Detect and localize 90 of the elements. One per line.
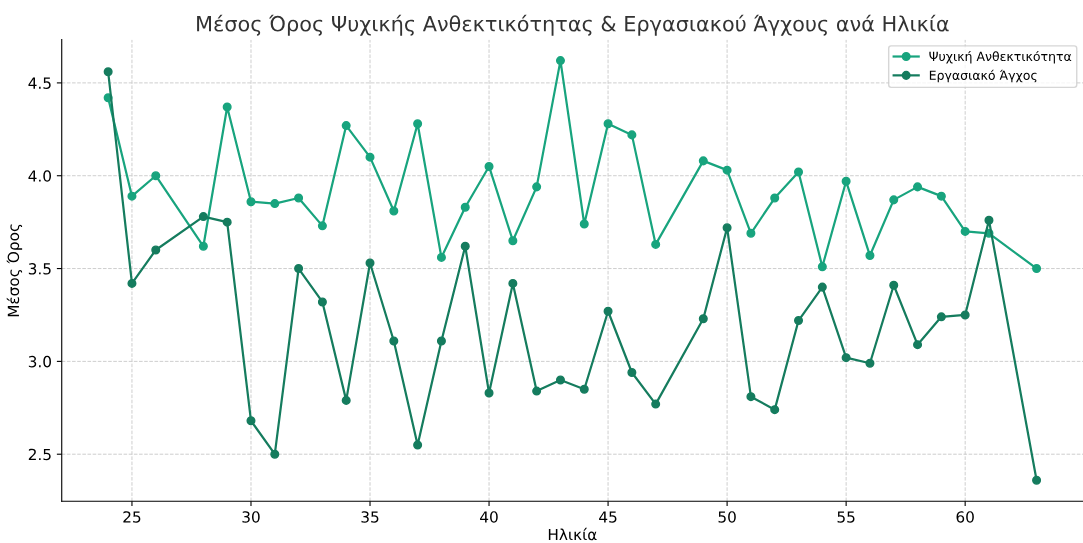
point xyxy=(151,245,161,255)
point xyxy=(555,56,565,66)
point xyxy=(246,197,256,207)
point xyxy=(960,226,970,236)
y-axis-title: Μέσος Όρος xyxy=(6,224,23,317)
point xyxy=(579,219,589,229)
point xyxy=(151,171,161,181)
point xyxy=(817,262,827,272)
point xyxy=(484,161,494,171)
point xyxy=(365,258,375,268)
point xyxy=(603,119,613,129)
point xyxy=(460,202,470,212)
point xyxy=(365,152,375,162)
point xyxy=(1032,264,1042,274)
point xyxy=(222,217,232,227)
point xyxy=(127,191,137,201)
point xyxy=(627,130,637,140)
point xyxy=(841,353,851,363)
point xyxy=(484,388,494,398)
x-tick-label: 30 xyxy=(242,511,260,523)
point xyxy=(413,440,423,450)
point xyxy=(865,358,875,368)
point xyxy=(913,340,923,350)
point xyxy=(246,416,256,426)
chart-title: Μέσος Όρος Ψυχικής Ανθεκτικότητας & Εργασιακού Άγχους ανά Ηλικία xyxy=(197,14,949,36)
point xyxy=(198,212,208,222)
point xyxy=(317,297,327,307)
point xyxy=(817,282,827,292)
point xyxy=(889,195,899,205)
y-tick-label: 3.5 xyxy=(28,263,51,275)
point xyxy=(436,252,446,262)
point xyxy=(198,241,208,251)
point xyxy=(746,228,756,238)
point xyxy=(532,386,542,396)
point xyxy=(389,336,399,346)
point xyxy=(936,312,946,322)
point xyxy=(508,236,518,246)
point xyxy=(698,156,708,166)
x-tick-label: 40 xyxy=(480,511,498,523)
point xyxy=(770,405,780,415)
point xyxy=(960,310,970,320)
point xyxy=(270,449,280,459)
x-tick-label: 60 xyxy=(956,511,974,523)
point xyxy=(794,167,804,177)
point xyxy=(555,375,565,385)
point xyxy=(913,182,923,192)
point xyxy=(770,193,780,203)
point xyxy=(508,278,518,288)
point xyxy=(317,221,327,231)
point xyxy=(722,165,732,175)
x-tick-label: 55 xyxy=(837,511,855,523)
point xyxy=(794,316,804,326)
x-axis-title: Ηλικία xyxy=(548,527,597,541)
point xyxy=(746,392,756,402)
point xyxy=(1032,475,1042,485)
point xyxy=(579,384,589,394)
legend-label: Ψυχική Ανθεκτικότητα xyxy=(929,50,1072,64)
point xyxy=(984,215,994,225)
legend-label: Εργασιακό Άγχος xyxy=(929,69,1037,83)
point xyxy=(627,368,637,378)
x-tick-label: 50 xyxy=(718,511,736,523)
point xyxy=(270,199,280,209)
point xyxy=(889,280,899,290)
point xyxy=(460,241,470,251)
point xyxy=(389,206,399,216)
x-tick-label: 35 xyxy=(361,511,379,523)
x-tick-label: 25 xyxy=(123,511,141,523)
point xyxy=(603,306,613,316)
point xyxy=(651,239,661,249)
point xyxy=(865,251,875,261)
point xyxy=(936,191,946,201)
point xyxy=(294,264,304,274)
point xyxy=(698,314,708,324)
point xyxy=(222,102,232,112)
y-tick-label: 3.0 xyxy=(28,355,51,368)
point xyxy=(341,121,351,131)
point xyxy=(341,395,351,405)
point xyxy=(436,336,446,346)
x-tick-label: 45 xyxy=(599,511,617,523)
y-tick-label: 4.0 xyxy=(28,170,51,182)
point xyxy=(841,176,851,186)
y-tick-label: 2.5 xyxy=(28,448,51,461)
point xyxy=(532,182,542,192)
point xyxy=(722,223,732,233)
point xyxy=(651,399,661,409)
y-tick-label: 4.5 xyxy=(28,77,51,89)
point xyxy=(294,193,304,203)
point xyxy=(127,278,137,288)
point xyxy=(413,119,423,129)
point xyxy=(103,67,113,77)
